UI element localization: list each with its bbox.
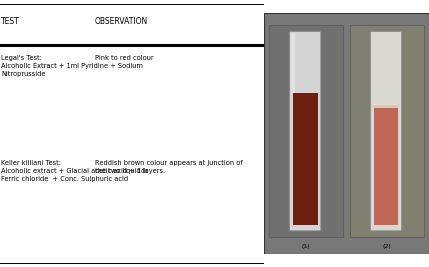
FancyBboxPatch shape [350,25,424,237]
Text: OBSERVATION: OBSERVATION [95,17,148,26]
Text: (2): (2) [383,244,391,249]
FancyBboxPatch shape [290,32,321,231]
Text: Reddish brown colour appears at junction of
the two liquid layers.: Reddish brown colour appears at junction… [95,160,243,174]
FancyBboxPatch shape [293,93,317,225]
FancyBboxPatch shape [370,32,402,231]
Text: Keller killiani Test:
Alcoholic extract + Glacial acetic acid + 1dr
Ferric chlor: Keller killiani Test: Alcoholic extract … [1,160,148,182]
Text: TEST: TEST [1,17,20,26]
Text: (1): (1) [302,244,310,249]
FancyBboxPatch shape [374,104,399,108]
Text: Legal's Test:
Alcoholic Extract + 1ml Pyridine + Sodium
Nitroprusside: Legal's Test: Alcoholic Extract + 1ml Py… [1,55,143,77]
FancyBboxPatch shape [264,13,429,254]
Text: Pink to red colour: Pink to red colour [95,55,154,61]
FancyBboxPatch shape [290,33,295,93]
FancyBboxPatch shape [269,25,343,237]
FancyBboxPatch shape [374,105,399,225]
